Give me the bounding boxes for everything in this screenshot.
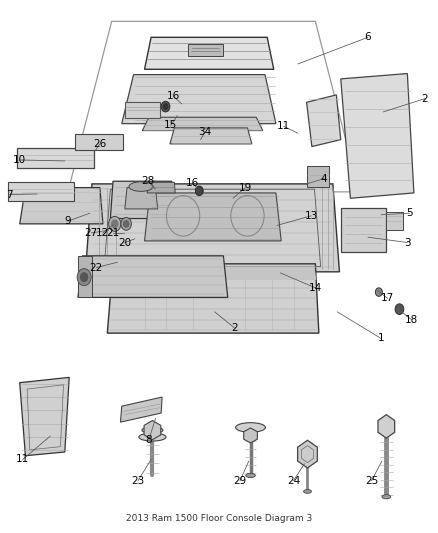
Text: 9: 9 <box>64 216 71 226</box>
Text: 1: 1 <box>378 334 385 343</box>
Circle shape <box>395 304 404 314</box>
Polygon shape <box>78 256 228 297</box>
Polygon shape <box>20 188 103 224</box>
Text: 11: 11 <box>16 455 29 464</box>
Text: 16: 16 <box>186 178 199 188</box>
Text: 13: 13 <box>304 211 318 221</box>
Text: 18: 18 <box>405 315 418 325</box>
Ellipse shape <box>304 489 311 494</box>
Text: 7: 7 <box>6 190 13 199</box>
Text: 34: 34 <box>198 127 212 137</box>
Text: 3: 3 <box>404 238 411 247</box>
Text: 2013 Ram 1500 Floor Console Diagram 3: 2013 Ram 1500 Floor Console Diagram 3 <box>126 514 312 523</box>
Text: 26: 26 <box>93 139 106 149</box>
Text: 22: 22 <box>90 263 103 272</box>
Circle shape <box>81 273 88 281</box>
Ellipse shape <box>236 423 265 432</box>
Ellipse shape <box>139 433 166 441</box>
Polygon shape <box>297 440 318 468</box>
Polygon shape <box>341 74 414 198</box>
Text: 8: 8 <box>145 435 152 445</box>
Polygon shape <box>145 193 281 241</box>
Circle shape <box>121 217 131 230</box>
Polygon shape <box>17 148 94 168</box>
Circle shape <box>112 220 118 228</box>
Circle shape <box>124 221 129 227</box>
Ellipse shape <box>142 427 163 433</box>
Text: 12: 12 <box>96 228 110 238</box>
Polygon shape <box>122 75 276 124</box>
Text: 11: 11 <box>277 122 290 131</box>
Ellipse shape <box>246 473 255 478</box>
Text: 2: 2 <box>231 323 238 333</box>
Polygon shape <box>170 128 252 144</box>
Circle shape <box>161 101 170 112</box>
Text: 24: 24 <box>287 476 300 486</box>
Text: 14: 14 <box>309 283 322 293</box>
Ellipse shape <box>129 182 153 191</box>
Text: 2: 2 <box>421 94 428 103</box>
Text: 20: 20 <box>118 238 131 247</box>
Polygon shape <box>147 182 175 193</box>
Text: 27: 27 <box>85 228 98 238</box>
Polygon shape <box>125 188 158 209</box>
Polygon shape <box>120 397 162 422</box>
Circle shape <box>195 186 203 196</box>
Polygon shape <box>142 117 263 131</box>
Polygon shape <box>341 208 386 252</box>
Circle shape <box>375 288 382 296</box>
Text: 28: 28 <box>141 176 155 186</box>
Polygon shape <box>8 182 74 201</box>
Polygon shape <box>125 102 160 118</box>
Text: 23: 23 <box>131 476 145 486</box>
Polygon shape <box>75 134 123 150</box>
Polygon shape <box>20 377 69 456</box>
Text: 25: 25 <box>365 476 378 486</box>
Text: 15: 15 <box>164 120 177 130</box>
Polygon shape <box>110 266 316 280</box>
Circle shape <box>109 216 121 231</box>
Polygon shape <box>145 37 274 69</box>
Text: 29: 29 <box>233 476 247 486</box>
Polygon shape <box>144 421 161 440</box>
Polygon shape <box>85 184 339 272</box>
Text: 5: 5 <box>406 208 413 218</box>
Text: 21: 21 <box>106 229 120 238</box>
Ellipse shape <box>382 495 391 499</box>
Polygon shape <box>107 264 319 333</box>
Text: 10: 10 <box>13 155 26 165</box>
Text: 17: 17 <box>381 294 394 303</box>
Polygon shape <box>386 212 403 230</box>
Polygon shape <box>188 44 223 56</box>
Polygon shape <box>110 181 172 219</box>
Circle shape <box>163 104 168 109</box>
Polygon shape <box>307 95 341 147</box>
Text: 19: 19 <box>239 183 252 192</box>
Polygon shape <box>244 428 258 443</box>
Polygon shape <box>78 256 92 297</box>
Text: 4: 4 <box>321 174 328 183</box>
Circle shape <box>77 269 91 286</box>
Polygon shape <box>378 415 395 438</box>
Text: 16: 16 <box>166 91 180 101</box>
Polygon shape <box>307 166 329 187</box>
Text: 6: 6 <box>364 33 371 42</box>
